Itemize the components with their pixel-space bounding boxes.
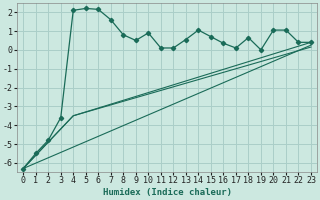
X-axis label: Humidex (Indice chaleur): Humidex (Indice chaleur) bbox=[103, 188, 232, 197]
